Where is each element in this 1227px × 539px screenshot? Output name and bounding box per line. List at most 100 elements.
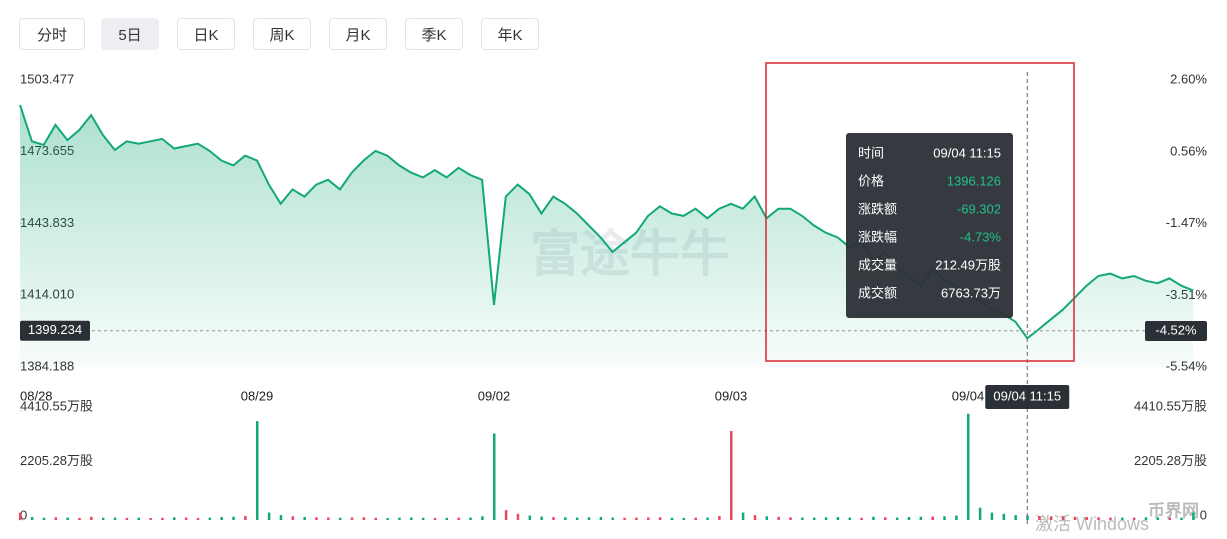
volume-bar — [801, 517, 804, 520]
last-change-label: -4.52% — [1155, 322, 1197, 337]
volume-bar — [647, 517, 650, 520]
volume-bar — [232, 516, 235, 520]
volume-bar — [540, 516, 543, 520]
volume-bar — [836, 517, 840, 520]
last-price-label: 1399.234 — [28, 322, 82, 337]
volume-bar — [1049, 516, 1053, 520]
volume-bar — [611, 517, 614, 520]
volume-bar — [208, 517, 212, 520]
volume-tick-label: 0 — [20, 507, 27, 522]
volume-bar — [741, 512, 745, 520]
volume-bar — [125, 517, 129, 520]
volume-bar — [955, 515, 958, 520]
tooltip-value: 212.49万股 — [935, 257, 1001, 272]
tooltip-key: 价格 — [858, 173, 884, 188]
volume-bar — [848, 517, 851, 520]
y2-tick-label: -1.47% — [1166, 215, 1208, 230]
volume-bar — [30, 517, 34, 520]
volume-tick-label-right: 4410.55万股 — [1134, 398, 1207, 413]
tab[interactable]: 日K — [177, 18, 235, 50]
volume-bar — [658, 517, 662, 520]
volume-bar — [907, 517, 911, 520]
volume-bar — [457, 517, 460, 520]
y2-tick-label: 2.60% — [1170, 71, 1207, 86]
volume-bar — [327, 517, 330, 520]
volume-bar — [1038, 516, 1041, 520]
volume-bar — [350, 517, 354, 520]
tab[interactable]: 5日 — [101, 18, 159, 50]
volume-bar — [184, 517, 188, 520]
volume-bar — [919, 516, 923, 520]
volume-bar — [386, 518, 389, 520]
volume-bar — [516, 513, 520, 520]
volume-bar — [1121, 517, 1124, 520]
tooltip-value: 09/04 11:15 — [933, 145, 1001, 160]
volume-bar — [338, 517, 342, 520]
volume-bar — [481, 516, 484, 520]
volume-bar — [967, 413, 970, 520]
volume-bar — [66, 517, 69, 520]
volume-bar — [445, 517, 449, 520]
volume-bar — [1144, 517, 1148, 520]
volume-bar — [812, 517, 816, 520]
volume-bar — [220, 517, 223, 520]
volume-bar — [1192, 512, 1195, 520]
volume-bar — [42, 517, 46, 520]
x-tick-label: 09/03 — [715, 388, 748, 403]
x-tick-label: 09/04 — [952, 388, 985, 403]
volume-bar — [694, 517, 697, 520]
volume-bar — [635, 517, 638, 520]
tooltip-key: 涨跌幅 — [858, 229, 897, 244]
tab[interactable]: 年K — [481, 18, 539, 50]
volume-bar — [173, 517, 176, 520]
volume-bar — [706, 517, 709, 520]
volume-bar — [587, 517, 591, 520]
volume-bar — [19, 512, 22, 520]
tooltip-key: 涨跌额 — [858, 201, 897, 216]
tab[interactable]: 周K — [253, 18, 311, 50]
volume-bar — [90, 516, 93, 520]
highlight-box — [765, 62, 1075, 362]
tooltip-value: -4.73% — [960, 229, 1002, 244]
volume-bar — [990, 512, 994, 520]
volume-bar — [244, 516, 247, 520]
volume-bar — [575, 517, 579, 520]
volume-bar — [670, 517, 674, 520]
tooltip-value: -69.302 — [957, 201, 1001, 216]
tab[interactable]: 分时 — [19, 18, 85, 50]
volume-bar — [753, 515, 757, 520]
volume-bar — [1180, 517, 1183, 520]
last-change-box — [1145, 321, 1207, 342]
volume-bar — [1002, 513, 1006, 520]
volume-bar — [303, 517, 306, 520]
tooltip-key: 成交额 — [858, 285, 897, 300]
volume-bar — [374, 517, 377, 520]
volume-bar — [824, 517, 828, 520]
volume-bar — [291, 516, 295, 520]
volume-bar — [1085, 517, 1088, 520]
volume-bar — [421, 517, 425, 520]
volume-tick-label: 2205.28万股 — [20, 453, 93, 468]
volume-bar — [564, 517, 567, 520]
tab[interactable]: 月K — [329, 18, 387, 50]
volume-bar — [931, 516, 934, 520]
volume-bar — [315, 517, 318, 520]
volume-bar — [101, 517, 105, 520]
volume-bar — [362, 517, 366, 520]
volume-bar — [279, 515, 283, 520]
volume-bar — [410, 517, 413, 520]
volume-bar — [777, 516, 780, 520]
volume-bar — [860, 517, 863, 520]
x-tick-label: 08/28 — [20, 388, 53, 403]
volume-bar — [1061, 516, 1065, 520]
tab[interactable]: 季K — [405, 18, 463, 50]
volume-bar — [765, 516, 769, 520]
volume-bar — [872, 516, 875, 520]
volume-tick-label: 4410.55万股 — [20, 398, 93, 413]
volume-bar — [493, 433, 496, 520]
site-watermark: 币界网 — [1148, 501, 1199, 520]
x-tick-label: 09/02 — [478, 388, 511, 403]
volume-bar — [1097, 517, 1100, 520]
y2-tick-label: 0.56% — [1170, 143, 1207, 158]
